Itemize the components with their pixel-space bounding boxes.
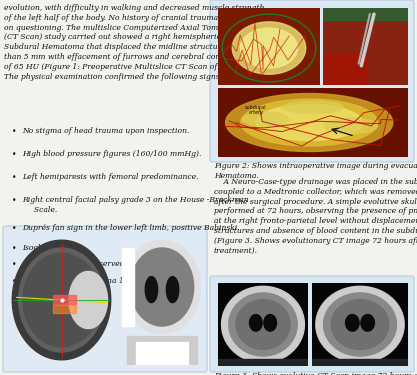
Polygon shape xyxy=(264,315,276,331)
Polygon shape xyxy=(331,300,389,350)
Polygon shape xyxy=(241,99,378,146)
Polygon shape xyxy=(166,277,179,303)
Polygon shape xyxy=(283,101,344,114)
Text: Right central facial palsy grade 3 on the House -Brackman
     Scale.: Right central facial palsy grade 3 on th… xyxy=(22,196,249,214)
Polygon shape xyxy=(232,22,306,74)
Text: Duprés fan sign in the lower left limb, positive Babinski.: Duprés fan sign in the lower left limb, … xyxy=(22,224,240,232)
Polygon shape xyxy=(346,315,359,331)
Text: Figure 2: Shows intraoperative image during evacuation of the
Hematoma.: Figure 2: Shows intraoperative image dur… xyxy=(214,162,417,180)
Polygon shape xyxy=(316,286,404,363)
Polygon shape xyxy=(324,118,378,134)
Polygon shape xyxy=(218,88,408,157)
Polygon shape xyxy=(241,28,298,68)
Text: Glasgow Scale for Coma 15/15 points.: Glasgow Scale for Coma 15/15 points. xyxy=(22,277,170,285)
Text: No stigma of head trauma upon inspection.: No stigma of head trauma upon inspection… xyxy=(22,127,189,135)
Polygon shape xyxy=(218,283,308,366)
Polygon shape xyxy=(226,93,393,152)
Polygon shape xyxy=(69,272,108,328)
Polygon shape xyxy=(243,112,288,126)
Polygon shape xyxy=(249,315,262,331)
Text: Left hemiparesis with femoral predominance.: Left hemiparesis with femoral predominan… xyxy=(22,173,198,181)
Text: Conscious state conserved.: Conscious state conserved. xyxy=(22,260,127,268)
Polygon shape xyxy=(123,240,201,334)
Polygon shape xyxy=(324,293,397,356)
Polygon shape xyxy=(229,293,297,356)
Polygon shape xyxy=(312,359,408,366)
Polygon shape xyxy=(19,248,104,352)
Text: •: • xyxy=(12,277,17,286)
Text: Figure 3: Shows evolutive CT Scan image 72 hours after surgery.: Figure 3: Shows evolutive CT Scan image … xyxy=(214,372,417,375)
Polygon shape xyxy=(131,248,193,326)
Polygon shape xyxy=(323,54,365,85)
Polygon shape xyxy=(145,277,158,303)
Polygon shape xyxy=(127,336,197,365)
Polygon shape xyxy=(12,240,111,360)
Polygon shape xyxy=(121,248,134,326)
Polygon shape xyxy=(221,286,304,363)
Bar xyxy=(53,295,76,304)
Polygon shape xyxy=(136,342,188,365)
Text: •: • xyxy=(12,150,17,159)
Polygon shape xyxy=(361,315,374,331)
Text: •: • xyxy=(12,127,17,136)
Text: Isochoric pupils: Isochoric pupils xyxy=(22,244,83,252)
FancyBboxPatch shape xyxy=(3,226,207,372)
Text: •: • xyxy=(12,224,17,233)
Text: •: • xyxy=(12,260,17,269)
FancyBboxPatch shape xyxy=(210,0,414,162)
Polygon shape xyxy=(256,105,362,141)
FancyBboxPatch shape xyxy=(210,276,414,372)
Polygon shape xyxy=(23,253,100,347)
Text: A Neuro-Case-type drainage was placed in the subdural space
coupled to a Medtron: A Neuro-Case-type drainage was placed in… xyxy=(214,178,417,255)
Polygon shape xyxy=(236,300,290,350)
Bar xyxy=(53,305,76,313)
Text: evolution, with difficulty in walking and decreased muscle strength
of the left : evolution, with difficulty in walking an… xyxy=(4,4,266,81)
Polygon shape xyxy=(323,8,408,20)
Text: subdural
artery: subdural artery xyxy=(245,105,267,116)
Polygon shape xyxy=(218,359,308,366)
Text: •: • xyxy=(12,244,17,253)
Polygon shape xyxy=(312,283,408,366)
Text: •: • xyxy=(12,196,17,205)
Polygon shape xyxy=(323,8,408,85)
Text: High blood pressure figures (160/100 mmHg).: High blood pressure figures (160/100 mmH… xyxy=(22,150,201,158)
Polygon shape xyxy=(218,8,320,85)
Text: •: • xyxy=(12,173,17,182)
